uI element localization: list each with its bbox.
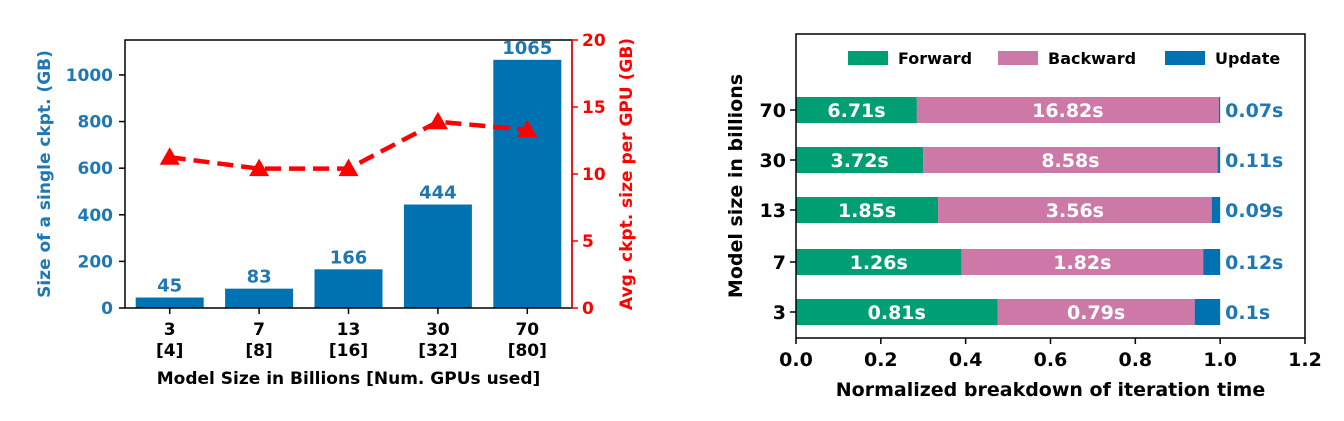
y2-tick-label: 10 — [582, 165, 606, 185]
segment-label: 3.72s — [831, 150, 889, 172]
y2-tick-label: 0 — [582, 299, 594, 319]
y-tick-label: 30 — [760, 150, 786, 172]
update-time-label: 0.09s — [1225, 200, 1283, 222]
right-plot-frame — [795, 33, 1306, 339]
bar-4 — [493, 59, 562, 308]
update-time-label: 0.07s — [1225, 100, 1283, 122]
segment-backward — [997, 299, 1195, 325]
y-tick-label: 70 — [760, 100, 786, 122]
bar-3 — [403, 204, 472, 308]
x-tick-label: 3 — [164, 320, 176, 340]
x-tick-sublabel: [4] — [156, 341, 183, 361]
line-marker-1 — [249, 158, 270, 177]
segment-forward — [796, 197, 939, 223]
y-tick-label: 400 — [78, 206, 114, 226]
segment-forward — [796, 299, 998, 325]
bar-2 — [314, 269, 383, 308]
x-tick-label: 13 — [337, 320, 361, 340]
segment-label: 0.81s — [868, 302, 926, 324]
bar-value-label: 166 — [330, 247, 368, 268]
bar-value-label: 444 — [419, 183, 457, 204]
segment-update — [1211, 197, 1221, 223]
segment-backward — [916, 97, 1219, 123]
segment-update — [1203, 249, 1221, 275]
x-tick-label: 0.4 — [949, 349, 983, 371]
x-tick-sublabel: [16] — [329, 341, 368, 361]
segment-label: 3.56s — [1046, 200, 1104, 222]
y-tick-label: 600 — [78, 159, 114, 179]
y-tick-label: 800 — [78, 113, 114, 133]
segment-forward — [796, 147, 924, 173]
y2-axis-label: Avg. ckpt. size per GPU (GB) — [617, 38, 637, 310]
y-tick-label: 7 — [773, 252, 786, 274]
x-tick-label: 1.0 — [1203, 349, 1237, 371]
x-axis-label: Normalized breakdown of iteration time — [836, 379, 1265, 401]
x-tick-label: 0.8 — [1118, 349, 1152, 371]
x-tick-label: 1.2 — [1288, 349, 1322, 371]
segment-label: 1.85s — [838, 200, 896, 222]
x-tick-sublabel: [80] — [508, 341, 547, 361]
x-tick-label: 0.6 — [1034, 349, 1068, 371]
x-tick-label: 0.0 — [779, 349, 813, 371]
segment-label: 1.26s — [850, 252, 908, 274]
y-axis-label: Size of a single ckpt. (GB) — [35, 50, 55, 298]
line-marker-4 — [517, 119, 538, 138]
bar-value-label: 83 — [247, 267, 272, 288]
y-tick-label: 1000 — [66, 66, 113, 86]
legend-label: Forward — [898, 49, 972, 68]
y-tick-label: 200 — [78, 252, 114, 272]
bar-value-label: 45 — [157, 276, 182, 297]
y2-tick-label: 20 — [582, 31, 606, 51]
update-time-label: 0.11s — [1225, 150, 1283, 172]
bar-1 — [225, 288, 294, 308]
legend-swatch-backward — [998, 51, 1038, 65]
line-marker-3 — [427, 111, 448, 130]
segment-backward — [923, 147, 1218, 173]
y-tick-label: 0 — [101, 299, 113, 319]
segment-update — [1218, 97, 1221, 123]
y2-tick-label: 15 — [582, 98, 606, 118]
y-axis-label: Model size in billions — [725, 74, 747, 298]
x-axis-label: Model Size in Billions [Num. GPUs used] — [157, 369, 541, 389]
segment-label: 0.79s — [1067, 302, 1125, 324]
x-tick-sublabel: [8] — [245, 341, 272, 361]
line-marker-2 — [338, 158, 359, 177]
legend-label: Update — [1215, 49, 1280, 68]
segment-backward — [938, 197, 1212, 223]
segment-label: 1.82s — [1053, 252, 1111, 274]
update-time-label: 0.12s — [1225, 252, 1283, 274]
segment-label: 6.71s — [827, 100, 885, 122]
legend-swatch-forward — [848, 51, 888, 65]
update-time-label: 0.1s — [1225, 302, 1270, 324]
x-tick-label: 0.2 — [864, 349, 898, 371]
segment-forward — [796, 97, 917, 123]
y-tick-label: 13 — [760, 200, 786, 222]
segment-label: 8.58s — [1041, 150, 1099, 172]
segment-update — [1217, 147, 1221, 173]
y2-tick-label: 5 — [582, 232, 594, 252]
y-tick-label: 3 — [773, 302, 786, 324]
line-marker-0 — [159, 147, 180, 165]
segment-backward — [961, 249, 1204, 275]
legend-label: Backward — [1048, 49, 1136, 68]
bar-0 — [135, 297, 204, 308]
x-tick-label: 7 — [253, 320, 265, 340]
x-tick-sublabel: [32] — [418, 341, 457, 361]
x-tick-label: 30 — [426, 320, 450, 340]
bar-value-label: 1065 — [502, 38, 552, 59]
segment-forward — [796, 249, 962, 275]
x-tick-label: 70 — [515, 320, 539, 340]
legend-swatch-update — [1165, 51, 1205, 65]
segment-update — [1194, 299, 1221, 325]
segment-label: 16.82s — [1032, 100, 1103, 122]
